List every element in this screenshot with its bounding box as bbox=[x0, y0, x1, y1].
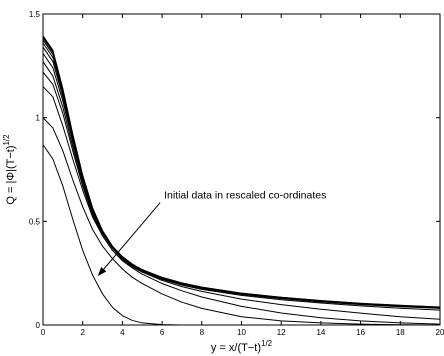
y-axis-label: Q = |Φ|(T−t)1/2 bbox=[2, 134, 17, 205]
y-axis-label-superscript: 1/2 bbox=[2, 134, 11, 146]
series-line-4 bbox=[42, 71, 441, 320]
x-tick-label-4: 6 bbox=[160, 328, 165, 337]
series-line-5 bbox=[42, 61, 441, 311]
series-line-8 bbox=[42, 42, 441, 309]
series-line-7 bbox=[42, 46, 441, 309]
series-line-2 bbox=[42, 117, 441, 326]
x-tick-label-9: 16 bbox=[356, 328, 365, 337]
y-axis: 0 0.5 1 1.5 bbox=[29, 10, 440, 330]
y-tick-label-2: 0.5 bbox=[29, 217, 41, 226]
y-tick-label-1: 0 bbox=[36, 321, 41, 330]
annotation-text: Initial data in rescaled co-ordinates bbox=[164, 190, 326, 202]
series-line-9 bbox=[42, 39, 441, 309]
y-tick-label-3: 1 bbox=[36, 114, 41, 123]
x-tick-label-11: 20 bbox=[436, 328, 444, 337]
x-tick-label-10: 18 bbox=[396, 328, 405, 337]
x-tick-label-3: 4 bbox=[120, 328, 125, 337]
series-line-12 bbox=[42, 35, 441, 308]
series-group bbox=[42, 35, 441, 326]
x-tick-label-8: 14 bbox=[316, 328, 325, 337]
x-tick-label-1: 0 bbox=[41, 328, 46, 337]
x-tick-label-2: 2 bbox=[80, 328, 85, 337]
y-tick-label-4: 1.5 bbox=[29, 10, 41, 19]
series-line-11 bbox=[42, 36, 441, 308]
x-tick-label-7: 12 bbox=[277, 328, 286, 337]
x-tick-label-5: 8 bbox=[200, 328, 205, 337]
x-axis: 0 2 4 6 8 10 12 14 16 18 20 bbox=[41, 14, 444, 337]
y-axis-label-main: Q = |Φ|(T−t) bbox=[5, 146, 17, 205]
series-line-10 bbox=[42, 37, 441, 308]
x-axis-label-main: y = x/(T−t) bbox=[211, 342, 261, 354]
annotation: Initial data in rescaled co-ordinates bbox=[97, 190, 326, 277]
annotation-arrow bbox=[97, 202, 161, 277]
x-axis-label-superscript: 1/2 bbox=[261, 339, 273, 348]
series-line-3 bbox=[42, 86, 441, 325]
plot-frame bbox=[42, 13, 441, 326]
x-tick-label-6: 10 bbox=[237, 328, 246, 337]
x-axis-label: y = x/(T−t)1/2 bbox=[211, 339, 273, 354]
